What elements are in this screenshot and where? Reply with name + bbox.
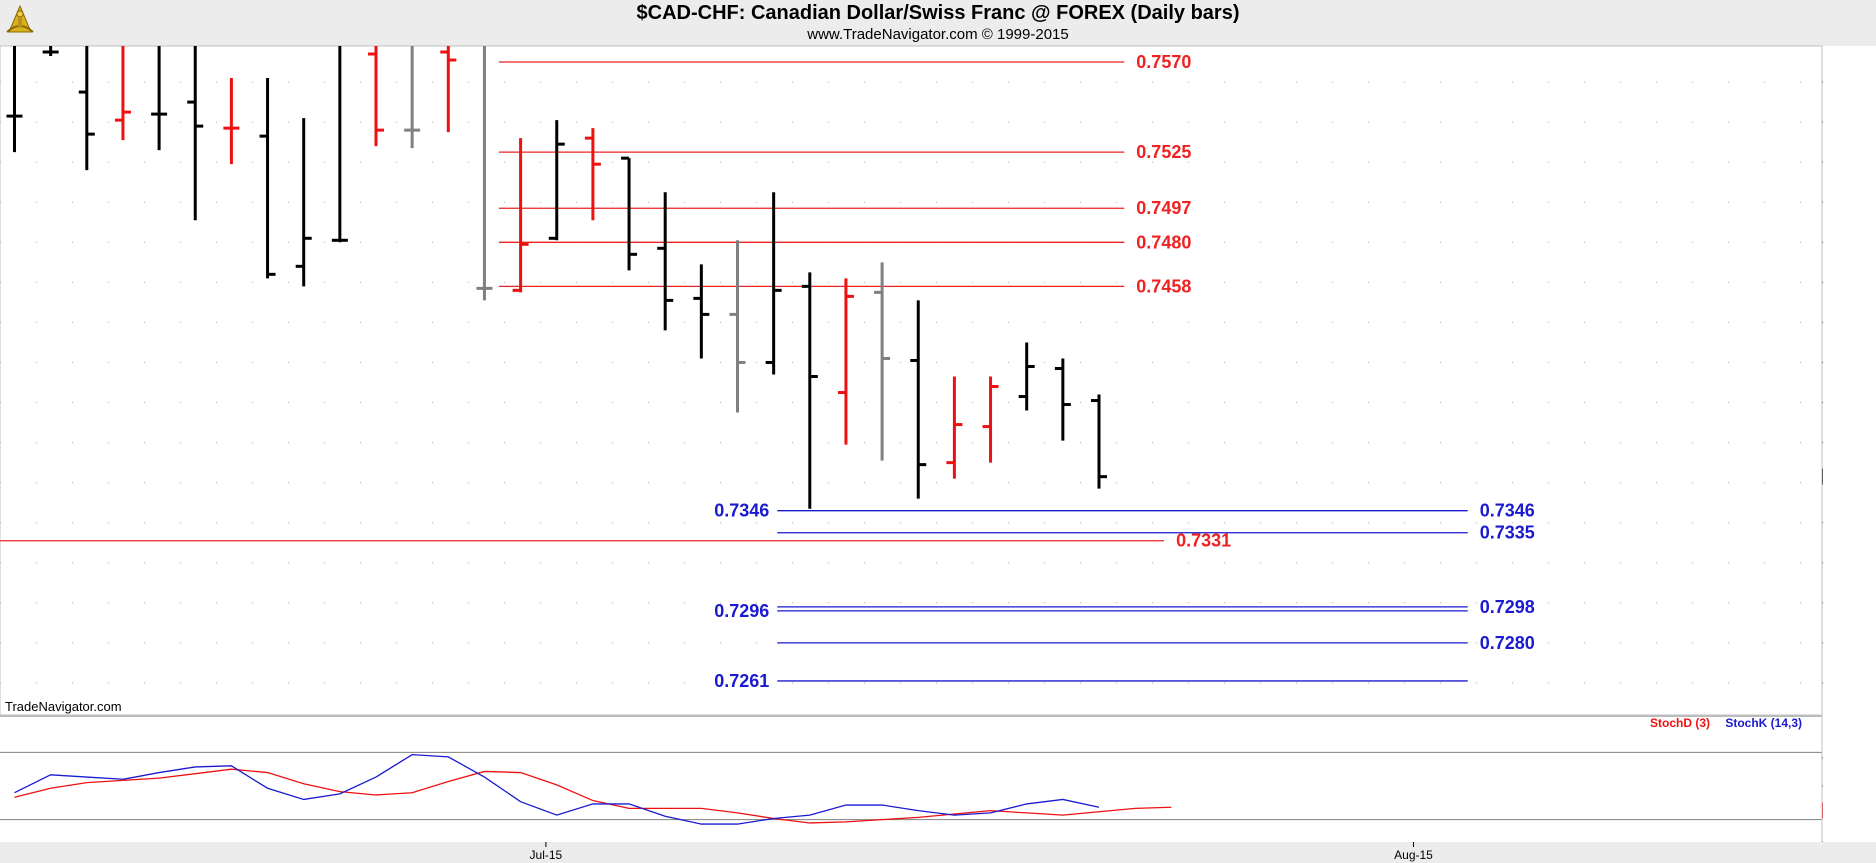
ohlc-bar [512,138,529,293]
level-label: 0.7261 [714,671,769,691]
stoch-series-line [14,768,1172,824]
price-level-lines: 0.75700.75250.74970.74800.74580.73460.73… [0,52,1535,691]
ohlc-bar [187,46,204,221]
ohlc-bar [404,46,421,149]
price-panel: 0.75700.75250.74970.74800.74580.73460.73… [0,45,1866,716]
ohlc-bar [621,156,638,271]
x-tick-labels: Jul-15 Aug-15 [530,842,1433,862]
ohlc-bar [910,300,927,499]
x-axis: Jul-15 Aug-15 [0,46,1876,863]
level-label: 0.7296 [714,601,769,621]
x-axis-tick-label: Jul-15 [530,848,563,862]
ohlc-bar [114,46,131,141]
x-axis-band [0,842,1876,863]
ohlc-bar [801,272,818,509]
chart-header: $CAD-CHF: Canadian Dollar/Swiss Franc @ … [0,0,1876,46]
ohlc-bar [42,46,59,57]
right-axis-band [1823,46,1876,842]
ohlc-bar [295,118,312,287]
level-label: 0.7280 [1480,633,1535,653]
ohlc-bar [1091,394,1107,489]
ohlc-bar [693,264,710,359]
level-label: 0.7480 [1136,232,1191,252]
price-gridlines [0,81,1822,684]
ohlc-bar [657,192,674,331]
ohlc-bar [729,240,746,413]
level-label: 0.7346 [1480,501,1535,521]
ohlc-bar [1018,342,1035,411]
level-label: 0.7335 [1480,523,1535,543]
stoch-series [14,753,1172,825]
legend-stochk: StochK (14,3) [1725,716,1802,730]
stoch-series-line [14,753,1100,825]
ohlc-bar [874,262,891,461]
ohlc-bar [223,78,240,165]
chart-title: $CAD-CHF: Canadian Dollar/Swiss Franc @ … [636,2,1240,24]
ohlc-bar [259,78,276,279]
level-label: 0.7298 [1480,597,1535,617]
x-axis-tick-label: Aug-15 [1394,848,1433,862]
ohlc-bar [982,376,999,463]
ohlc-bar [440,46,457,133]
watermark-text: TradeNavigator.com [5,699,122,714]
ohlc-bar [946,376,963,479]
legend-stochd: StochD (3) [1650,716,1710,730]
level-label: 0.7525 [1136,142,1191,162]
ohlc-bar [6,46,23,153]
ohlc-bar [548,120,565,241]
ohlc-bar [368,46,384,147]
level-label: 0.7346 [714,501,769,521]
ohlc-bar [1054,358,1071,441]
ohlc-bar [765,192,782,375]
sextant-logo-icon [6,4,34,33]
ohlc-bar [476,46,493,301]
stoch-legend: StochD (3) StochK (14,3) [1650,716,1802,730]
level-label: 0.7458 [1136,276,1191,296]
chart-subtitle: www.TradeNavigator.com © 1999-2015 [807,26,1069,43]
level-label: 0.7497 [1136,198,1191,218]
ohlc-bar [331,46,348,243]
stoch-reference-lines [0,751,1822,821]
price-panel-border [0,45,1823,716]
price-bars [6,46,1107,509]
ohlc-bar [151,46,168,151]
level-label: 0.7570 [1136,52,1191,72]
ohlc-bar [78,46,95,171]
stochastic-panel: 755025027.31 StochD (3)StochK (14,3) [0,715,1856,849]
ohlc-bar [584,128,601,221]
ohlc-bar [837,278,854,445]
level-label: 0.7331 [1176,531,1231,551]
